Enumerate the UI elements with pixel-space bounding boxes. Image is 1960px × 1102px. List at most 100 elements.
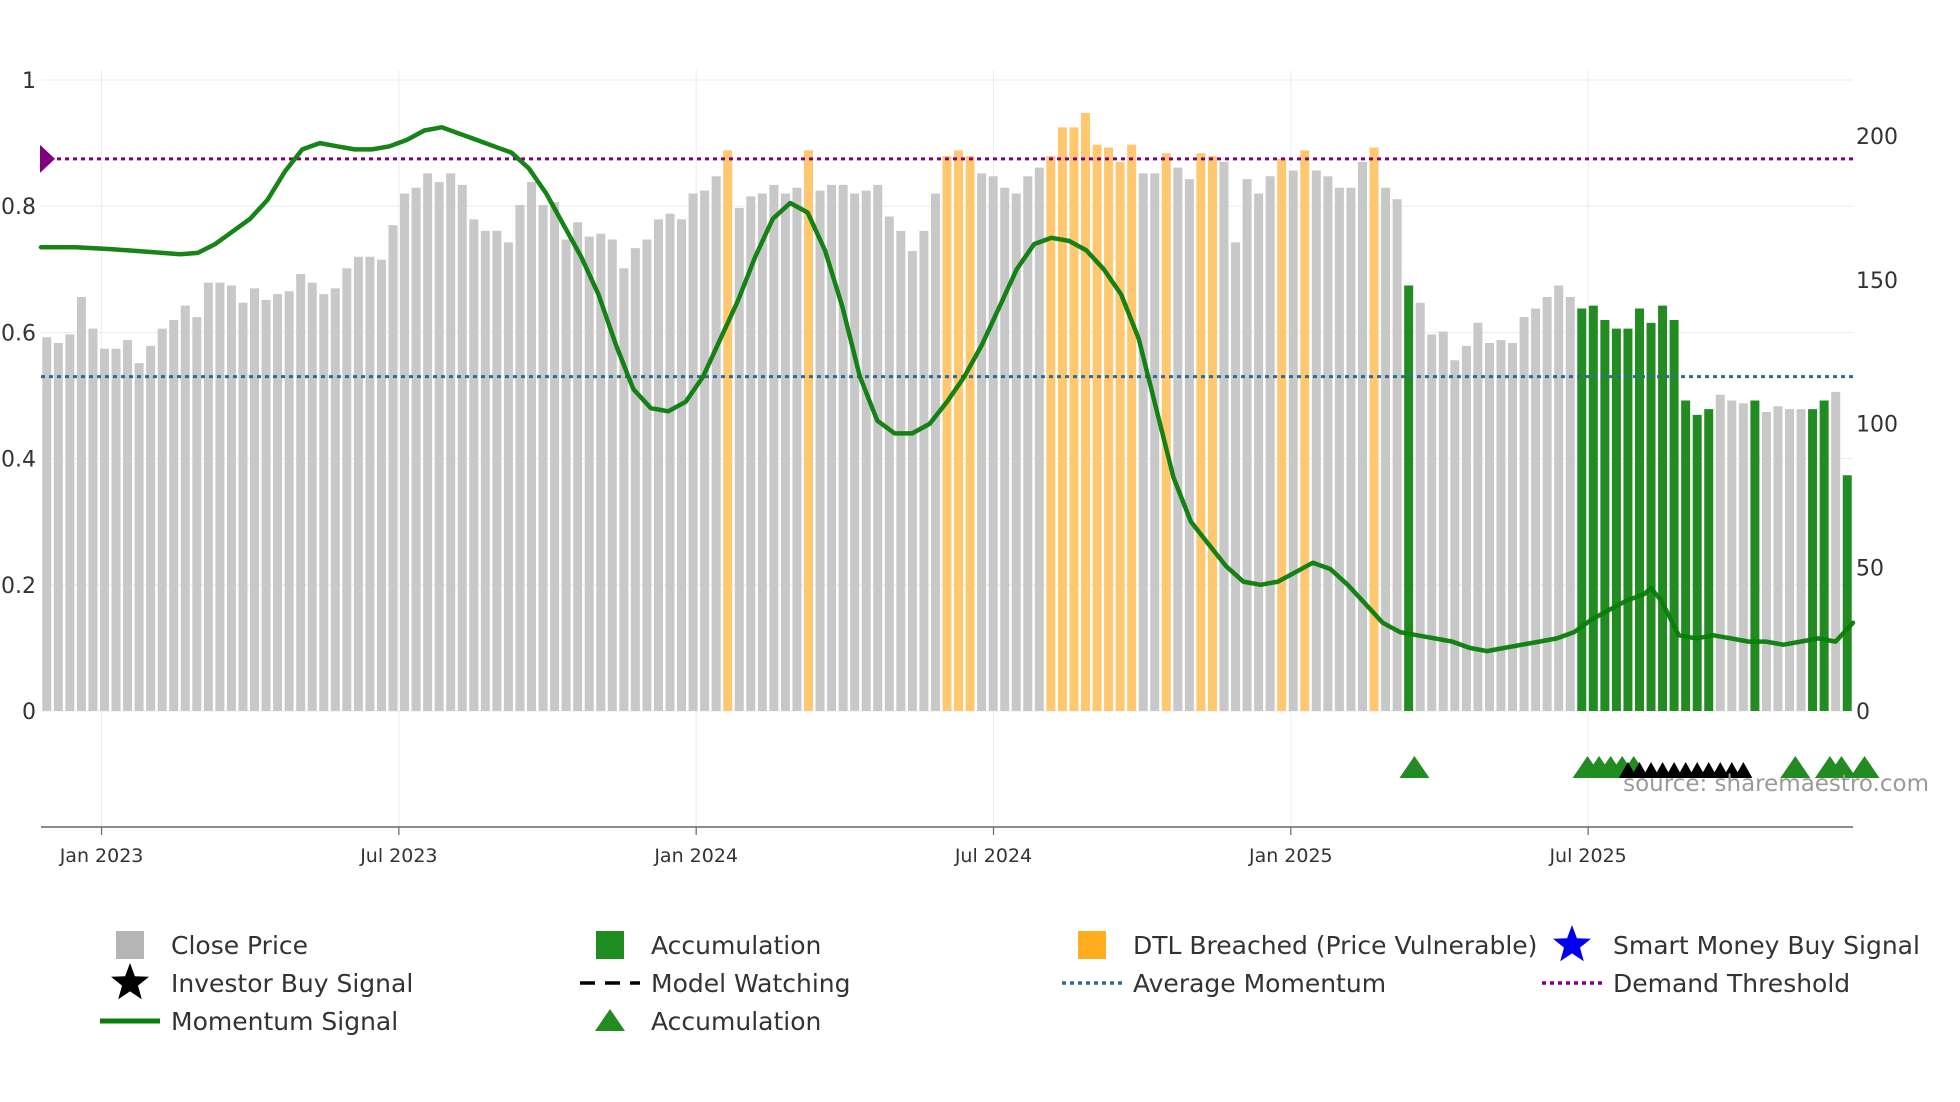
- close-price-bar-green: [1658, 305, 1668, 711]
- close-price-bar-gray: [711, 176, 721, 711]
- close-price-bar-gray: [342, 268, 352, 711]
- close-price-bar-green: [1842, 475, 1852, 711]
- accumulation-triangle: [1399, 756, 1430, 778]
- left-tick-label: 0: [22, 700, 36, 725]
- close-price-bar-gray: [988, 176, 998, 711]
- close-price-bar-green: [1704, 409, 1714, 711]
- close-price-bar-gray: [1554, 285, 1564, 711]
- right-tick-label: 100: [1856, 413, 1898, 438]
- investor-buy-signal: [1630, 762, 1649, 778]
- close-price-bar-gray: [169, 320, 179, 711]
- legend-swatch-accumulation: [596, 931, 624, 959]
- legend-star-investor-icon: [111, 963, 149, 1000]
- close-price-bar-gray: [1392, 199, 1402, 711]
- close-price-bar-orange: [954, 150, 964, 711]
- close-price-bar-green: [1819, 400, 1829, 711]
- close-price-bar-gray: [1565, 297, 1575, 711]
- close-price-bar-gray: [146, 345, 156, 711]
- close-price-bar-gray: [677, 219, 687, 711]
- close-price-bar-orange: [1277, 159, 1287, 711]
- close-price-bar-gray: [919, 230, 929, 711]
- close-price-bar-gray: [261, 299, 271, 711]
- close-price-bar-gray: [688, 193, 698, 711]
- close-price-bar-gray: [1715, 394, 1725, 711]
- close-price-bar-gray: [1438, 331, 1448, 711]
- close-price-bar-gray: [53, 343, 63, 711]
- close-price-bar-green: [1577, 308, 1587, 711]
- close-price-bar-gray: [192, 317, 202, 711]
- close-price-bar-gray: [1531, 308, 1541, 711]
- investor-buy-signal: [1722, 762, 1741, 778]
- close-price-bar-gray: [838, 184, 848, 711]
- legend-swatch-dtl: [1078, 931, 1106, 959]
- close-price-bar-gray: [607, 239, 617, 711]
- accumulation-triangle: [1849, 756, 1880, 778]
- legend-label: DTL Breached (Price Vulnerable): [1133, 931, 1537, 960]
- right-tick-label: 0: [1856, 700, 1870, 725]
- close-price-bar-gray: [99, 348, 109, 711]
- legend-label: Investor Buy Signal: [171, 969, 413, 998]
- date-tick-label: Jul 2025: [1548, 845, 1626, 867]
- close-price-bar-gray: [250, 288, 260, 711]
- close-price-bar-gray: [226, 285, 236, 711]
- close-price-bar-gray: [203, 282, 213, 711]
- investor-buy-signal: [1734, 762, 1753, 778]
- close-price-bar-gray: [1323, 176, 1333, 711]
- close-price-bar-gray: [527, 182, 537, 711]
- right-tick-label: 200: [1856, 125, 1898, 150]
- accumulation-triangle: [1826, 756, 1857, 778]
- close-price-bar-gray: [907, 251, 917, 711]
- close-price-bar-orange: [965, 156, 975, 711]
- date-tick-label: Jul 2024: [954, 845, 1032, 867]
- close-price-bar-orange: [1046, 156, 1056, 711]
- close-price-bar-orange: [1161, 153, 1171, 711]
- close-price-bar-gray: [400, 193, 410, 711]
- close-price-bar-gray: [1219, 161, 1229, 711]
- right-tick-label: 150: [1856, 269, 1898, 294]
- close-price-bar-gray: [215, 282, 225, 711]
- close-price-bar-gray: [573, 222, 583, 711]
- legend-label: Momentum Signal: [171, 1007, 398, 1036]
- axes: 0 0.2 0.4 0.6 0.8 1 0 50 100 150 200 Jan 2023 Jul 20…: [1, 69, 1898, 867]
- close-price-bar-gray: [1785, 409, 1795, 711]
- close-price-bar-gray: [434, 182, 444, 711]
- close-price-bar-orange: [1300, 150, 1310, 711]
- close-price-bar-gray: [642, 239, 652, 711]
- close-price-bar-gray: [76, 297, 86, 711]
- close-price-bar-gray: [653, 219, 663, 711]
- close-price-bar-gray: [884, 216, 894, 711]
- close-price-bar-gray: [273, 294, 283, 711]
- legend-label: Demand Threshold: [1613, 969, 1850, 998]
- close-price-bar-gray: [180, 305, 190, 711]
- legend-swatch-close-price: [116, 931, 144, 959]
- close-price-bar-gray: [469, 219, 479, 711]
- close-price-bar-gray: [1773, 406, 1783, 711]
- accumulation-triangle: [1780, 756, 1811, 778]
- investor-buy-signal: [1665, 762, 1684, 778]
- close-price-bar-gray: [561, 239, 571, 711]
- legend-triangle-accumulation-icon: [595, 1009, 625, 1031]
- close-price-bar-gray: [238, 302, 248, 711]
- close-price-bar-orange: [1080, 113, 1090, 711]
- close-price-bar-gray: [665, 213, 675, 711]
- close-price-bar-gray: [1034, 167, 1044, 711]
- close-price-bar-gray: [503, 242, 513, 711]
- close-price-bar-gray: [1519, 317, 1529, 711]
- close-price-bar-gray: [123, 340, 133, 711]
- close-price-bar-gray: [111, 348, 121, 711]
- close-price-bar-gray: [780, 193, 790, 711]
- close-price-bar-gray: [584, 236, 594, 711]
- close-price-bar-gray: [1450, 360, 1460, 711]
- close-price-bar-gray: [930, 193, 940, 711]
- close-price-bar-gray: [619, 268, 629, 711]
- legend-label: Accumulation: [651, 931, 821, 960]
- investor-buy-signal: [1711, 762, 1730, 778]
- close-price-bar-gray: [1461, 345, 1471, 711]
- close-price-bar-gray: [1727, 400, 1737, 711]
- close-price-bar-green: [1611, 328, 1621, 711]
- investor-buy-signal: [1676, 762, 1695, 778]
- close-price-bar-gray: [1415, 302, 1425, 711]
- close-price-bar-gray: [65, 334, 75, 711]
- close-price-bar-gray: [330, 288, 340, 711]
